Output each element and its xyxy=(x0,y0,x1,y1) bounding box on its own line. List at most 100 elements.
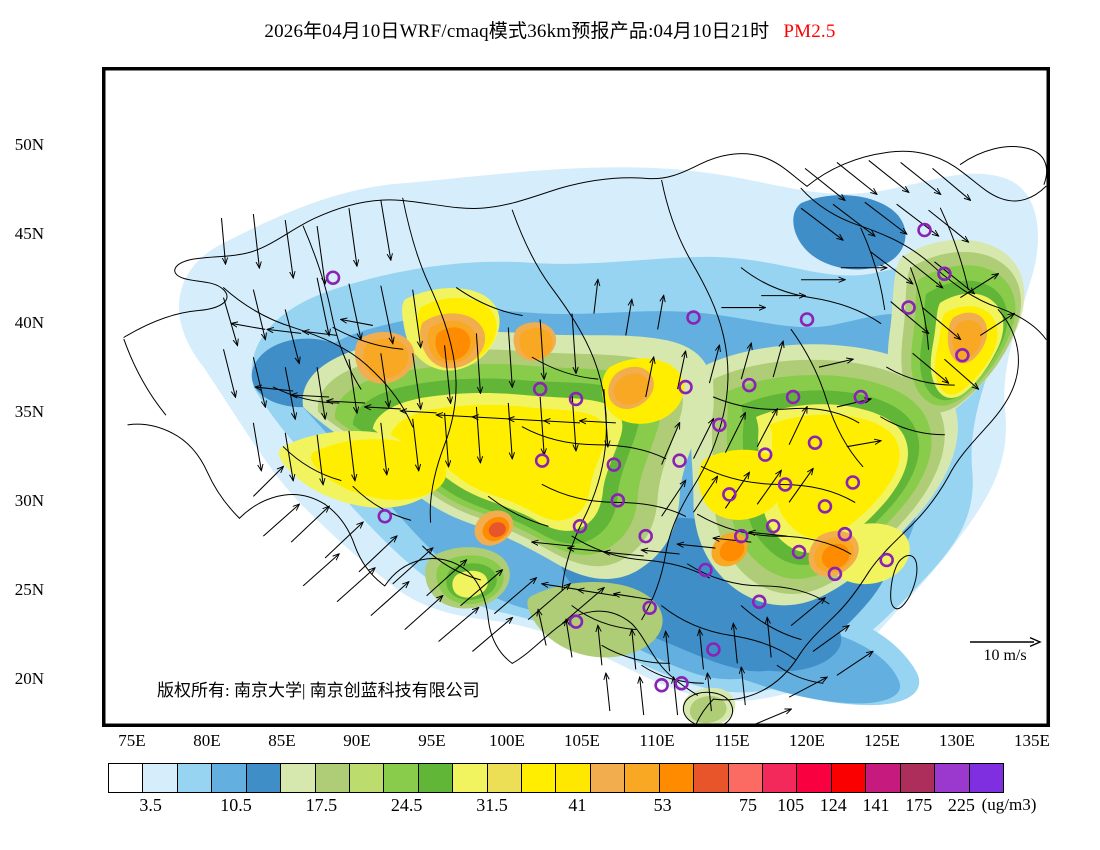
colorbar-cell-11[interactable] xyxy=(487,764,523,792)
city-marker xyxy=(712,417,727,433)
city-marker xyxy=(734,528,749,544)
colorbar-cell-5[interactable] xyxy=(281,764,316,792)
province-boundaries xyxy=(123,146,1048,725)
x-axis-label-95e: 95E xyxy=(418,731,446,750)
colorbar-cell-10[interactable] xyxy=(453,764,488,792)
colorbar-cell-18[interactable] xyxy=(728,764,764,792)
city-marker xyxy=(674,675,689,691)
colorbar-tick-141: 141 xyxy=(862,795,890,815)
city-marker xyxy=(751,594,767,610)
x-axis-label-120e: 120E xyxy=(789,731,825,750)
colorbar-tick-31.5: 31.5 xyxy=(476,795,508,815)
y-axis-label-35n: 35N xyxy=(14,402,44,421)
city-marker xyxy=(672,453,687,468)
map-plot-area[interactable] xyxy=(102,67,1050,727)
colorbar-cell-9[interactable] xyxy=(418,764,454,792)
wind-scale-label: 10 m/s xyxy=(983,647,1027,664)
colorbar-cell-4[interactable] xyxy=(246,764,282,792)
colorbar-cell-7[interactable] xyxy=(349,764,385,792)
colorbar-cell-0[interactable] xyxy=(109,764,144,792)
city-marker xyxy=(568,614,584,629)
y-axis-label-45n: 45N xyxy=(14,224,44,243)
colorbar-cell-16[interactable] xyxy=(659,764,695,792)
city-marker xyxy=(638,528,653,544)
contour-patch-southwest xyxy=(425,547,510,609)
colorbar-cell-2[interactable] xyxy=(177,764,213,792)
x-axis-label-110e: 110E xyxy=(639,731,675,750)
colorbar-cell-17[interactable] xyxy=(694,764,729,792)
colorbar-tick-labels: 3.5 10.5 17.5 24.5 31.5 41 53 75 105 124 141 175 225… xyxy=(0,795,1100,821)
right-arrow-icon xyxy=(970,636,1042,648)
city-marker xyxy=(837,526,853,542)
colorbar-swatches[interactable] xyxy=(108,763,1004,793)
city-marker xyxy=(572,518,588,534)
city-marker xyxy=(377,509,393,524)
x-axis-label-85e: 85E xyxy=(268,731,296,750)
city-marker xyxy=(817,499,833,514)
x-axis-label-80e: 80E xyxy=(193,731,221,750)
city-marker xyxy=(534,453,550,468)
colorbar-tick-175: 175 xyxy=(905,795,933,815)
colorbar-cell-24[interactable] xyxy=(935,764,970,792)
city-marker xyxy=(568,391,584,407)
colorbar-cell-3[interactable] xyxy=(212,764,247,792)
city-marker-layer[interactable] xyxy=(325,222,970,693)
x-axis-label-100e: 100E xyxy=(489,731,525,750)
city-marker xyxy=(853,389,869,405)
city-marker xyxy=(532,381,548,397)
city-marker xyxy=(791,544,807,560)
colorbar-tick-24.5: 24.5 xyxy=(390,795,423,815)
city-marker xyxy=(606,457,622,472)
colorbar-cell-15[interactable] xyxy=(625,764,660,792)
city-marker xyxy=(642,600,657,615)
x-axis-label-105e: 105E xyxy=(564,731,600,750)
colorbar-cell-14[interactable] xyxy=(590,764,626,792)
colorbar-cell-20[interactable] xyxy=(797,764,832,792)
city-marker xyxy=(686,310,701,325)
x-axis-label-130e: 130E xyxy=(939,731,975,750)
forecast-map[interactable] xyxy=(104,69,1048,725)
city-marker xyxy=(610,493,626,508)
colorbar-tick-10.5: 10.5 xyxy=(220,795,252,815)
colorbar-tick-3.5: 3.5 xyxy=(139,795,162,815)
city-marker xyxy=(325,270,341,285)
colorbar-cell-22[interactable] xyxy=(866,764,901,792)
city-marker xyxy=(807,435,823,450)
city-marker xyxy=(785,389,801,405)
city-marker xyxy=(706,642,721,657)
city-marker xyxy=(917,222,932,238)
colorbar-cell-12[interactable] xyxy=(522,764,557,792)
contour-patch-south-coast xyxy=(682,687,736,725)
colorbar[interactable] xyxy=(108,763,1004,793)
x-axis-label-135e: 135E xyxy=(1014,731,1050,750)
title-main-text: 2026年04月10日WRF/cmaq模式36km预报产品:04月10日21时 xyxy=(264,21,770,42)
page-title: 2026年04月10日WRF/cmaq模式36km预报产品:04月10日21时 P… xyxy=(0,16,1100,43)
city-marker xyxy=(654,677,669,693)
x-axis-label-75e: 75E xyxy=(118,731,146,750)
city-marker xyxy=(799,312,815,327)
city-marker xyxy=(955,347,970,363)
colorbar-tick-53: 53 xyxy=(653,795,672,815)
colorbar-cell-13[interactable] xyxy=(556,764,591,792)
colorbar-cell-6[interactable] xyxy=(315,764,350,792)
x-axis-label-115e: 115E xyxy=(714,731,750,750)
colorbar-tick-105: 105 xyxy=(777,795,805,815)
colorbar-cell-19[interactable] xyxy=(763,764,798,792)
city-marker xyxy=(845,475,861,490)
title-species-label: PM2.5 xyxy=(783,21,836,42)
colorbar-tick-41: 41 xyxy=(568,795,587,815)
city-marker xyxy=(757,447,773,462)
colorbar-cell-25[interactable] xyxy=(969,764,1003,792)
colorbar-cell-21[interactable] xyxy=(831,764,867,792)
colorbar-cell-23[interactable] xyxy=(900,764,936,792)
y-axis-label-40n: 40N xyxy=(14,313,44,332)
contour-band-yellow-strong xyxy=(310,297,998,539)
wind-vector-field xyxy=(220,160,1015,725)
colorbar-unit-label: (ug/m3) xyxy=(981,795,1037,814)
city-marker xyxy=(901,300,916,315)
city-marker xyxy=(678,379,693,395)
x-axis-label-125e: 125E xyxy=(864,731,900,750)
copyright-notice: 版权所有: 南京大学| 南京创蓝科技有限公司 xyxy=(157,681,480,700)
colorbar-cell-1[interactable] xyxy=(143,764,178,792)
colorbar-cell-8[interactable] xyxy=(384,764,419,792)
